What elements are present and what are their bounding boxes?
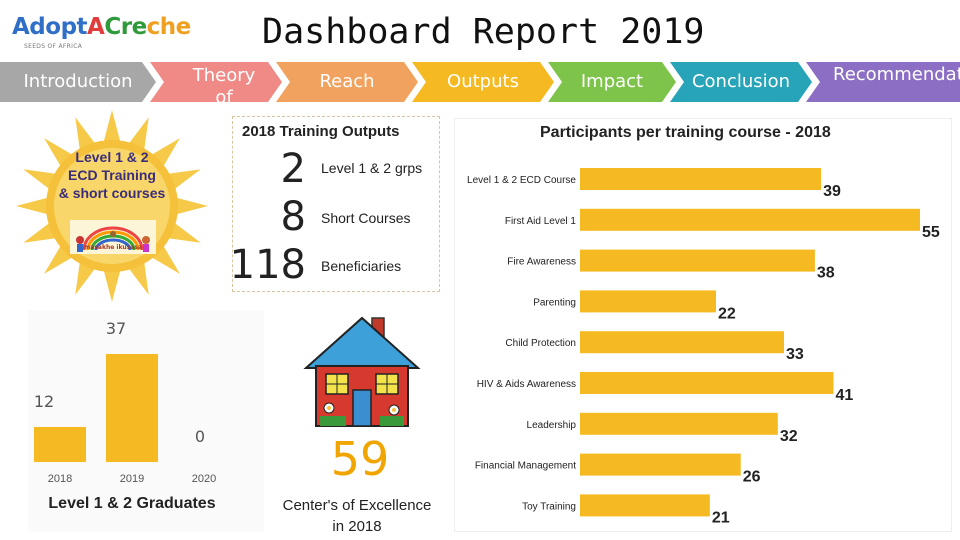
participants-chart-title: Participants per training course - 2018 [540, 124, 831, 141]
logo: AdoptACreche SEEDS OF AFRICA [10, 12, 191, 54]
output-value-groups: 2 [280, 146, 306, 192]
participants-bar [580, 494, 710, 517]
graduates-value-label: 12 [34, 392, 54, 411]
page-title: Dashboard Report 2019 [262, 12, 705, 52]
nav-tab-label: Conclusion [691, 71, 791, 92]
nav-tab-label: Theory of Change [192, 65, 256, 102]
participants-category-label: Toy Training [522, 501, 576, 512]
badge-line-1: Level 1 & 2 [75, 149, 149, 165]
participants-bar [580, 331, 784, 354]
participants-bar [580, 290, 716, 313]
nav-tab-introduction[interactable]: Introduction [0, 62, 156, 102]
participants-value-label: 39 [823, 183, 841, 200]
centers-of-excellence-count: 59 [330, 432, 390, 486]
graduates-bar-2018 [34, 426, 86, 462]
children-rainbow-illustration: masakhe ikusasa [70, 220, 156, 254]
participants-category-label: Level 1 & 2 ECD Course [467, 175, 576, 186]
participants-category-label: Financial Management [475, 461, 576, 472]
badge-text: Level 1 & 2 ECD Training & short courses [52, 148, 172, 202]
participants-bar [580, 372, 834, 394]
nav-tab-label: Impact [580, 71, 644, 92]
nav-tab-reach[interactable]: Reach [276, 62, 418, 102]
participants-bar [580, 249, 815, 272]
sun-ray [171, 196, 208, 216]
nav-tab-conclusion[interactable]: Conclusion [670, 62, 812, 102]
participants-value-label: 33 [786, 346, 804, 363]
graduates-chart-title: Level 1 & 2 Graduates [48, 495, 216, 512]
participants-category-label: Leadership [527, 420, 577, 431]
participants-value-label: 55 [922, 224, 940, 241]
participants-value-label: 38 [817, 265, 835, 282]
graduates-bar-2019 [106, 354, 158, 462]
section-nav: Introduction Theory of Change Reach Outp… [0, 62, 960, 102]
graduates-chart: 2018 12 2019 37 2020 0 [28, 310, 264, 532]
badge-line-2: ECD Training [68, 167, 156, 183]
participants-bar [580, 453, 741, 476]
participants-value-label: 22 [718, 305, 736, 322]
output-label-beneficiaries: Beneficiaries [321, 258, 402, 274]
output-value-beneficiaries: 118 [229, 242, 306, 288]
badge-line-3: & short courses [58, 185, 166, 201]
participants-value-label: 21 [712, 509, 730, 526]
nav-tab-label: Recommendations [833, 64, 960, 85]
participants-bar [580, 412, 778, 435]
graduates-tick-label: 2019 [120, 473, 144, 485]
house-icon [303, 316, 421, 427]
centers-label-line-2: in 2018 [332, 518, 382, 535]
centers-label-line-1: Center's of Excellence [282, 497, 432, 514]
nav-tab-theory-of-change[interactable]: Theory of Change [150, 62, 282, 102]
participants-category-label: Parenting [533, 297, 576, 308]
participants-value-label: 26 [743, 469, 761, 486]
participants-value-label: 32 [780, 428, 798, 445]
participants-chart-panel [454, 118, 952, 532]
sun-ray [102, 265, 122, 302]
output-label-groups: Level 1 & 2 grps [321, 160, 423, 176]
centers-of-excellence-label: Center's of Excellence in 2018 [272, 495, 442, 537]
graduates-value-label: 37 [106, 319, 126, 338]
participants-category-label: Child Protection [505, 338, 576, 349]
nav-tab-outputs[interactable]: Outputs [412, 62, 554, 102]
graduates-tick-label: 2018 [48, 473, 72, 485]
participants-bar [580, 168, 822, 190]
nav-tab-impact[interactable]: Impact [548, 62, 676, 102]
rainbow-icon [70, 220, 156, 254]
output-value-short-courses: 8 [280, 194, 306, 240]
house-illustration [298, 312, 426, 430]
sun-icon [16, 110, 208, 302]
participants-bar [580, 208, 920, 231]
graduates-tick-label: 2020 [192, 473, 216, 485]
nav-tab-label: Outputs [447, 71, 519, 92]
training-outputs-title: 2018 Training Outputs [242, 123, 400, 140]
logo-tagline: SEEDS OF AFRICA [24, 43, 83, 50]
participants-category-label: Fire Awareness [507, 257, 576, 268]
graduates-value-label: 0 [195, 427, 205, 446]
logo-text: AdoptACreche [12, 14, 191, 40]
output-label-short-courses: Short Courses [321, 210, 411, 226]
participants-category-label: HIV & Aids Awareness [477, 379, 576, 390]
sun-ray [102, 110, 122, 147]
sun-ray [16, 196, 53, 216]
nav-tab-label: Introduction [23, 71, 133, 92]
nav-tab-label: Reach [319, 71, 375, 92]
nav-tab-recommendations[interactable]: Recommendations [806, 62, 960, 102]
participants-category-label: First Aid Level 1 [505, 216, 577, 227]
graduates-chart-panel: 2018 12 2019 37 2020 0 [28, 310, 264, 532]
participants-chart: Level 1 & 2 ECD Course 39 First Aid Level … [467, 168, 940, 526]
participants-value-label: 41 [835, 387, 853, 404]
training-badge: Level 1 & 2 ECD Training & short courses… [14, 108, 210, 304]
badge-caption: masakhe ikusasa [84, 244, 142, 251]
training-outputs-panel [232, 116, 440, 292]
